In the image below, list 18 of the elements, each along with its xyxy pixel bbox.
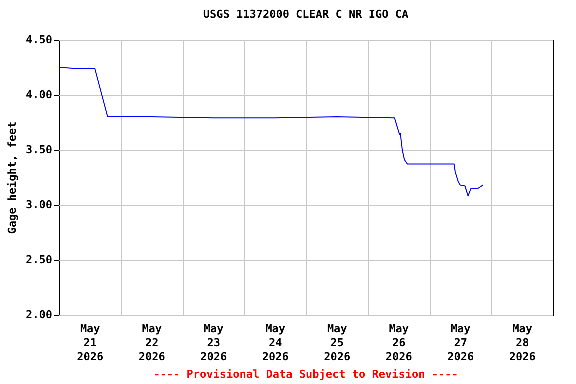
y-tick-label: 2.50 — [26, 254, 52, 266]
y-tick-label: 3.50 — [26, 144, 52, 156]
x-tick-label: May 23 2026 — [200, 322, 228, 364]
y-axis-title: Gage height, feet — [6, 122, 20, 234]
x-tick-label: May 27 2026 — [448, 322, 474, 364]
y-tick-label: 2.00 — [26, 308, 52, 322]
x-tick-label: May 26 2026 — [386, 322, 413, 364]
y-tick-label: 3.00 — [26, 198, 52, 212]
y-tick-label: 4.50 — [26, 34, 52, 46]
x-tick-label: May 24 2026 — [262, 322, 290, 364]
chart-title: USGS 11372000 CLEAR C NR IGO CA — [203, 8, 410, 21]
text: ---- Provisional Data Subject to Revision ---- — [154, 368, 458, 381]
y-tick-label: 4.00 — [26, 88, 52, 102]
line-series — [59, 67, 484, 197]
x-tick-label: May 22 2026 — [138, 322, 166, 364]
x-tick-label: May 28 2026 — [509, 322, 536, 364]
x-tick-label: May 25 2026 — [324, 322, 351, 364]
x-tick-label: May 21 2026 — [77, 322, 104, 364]
